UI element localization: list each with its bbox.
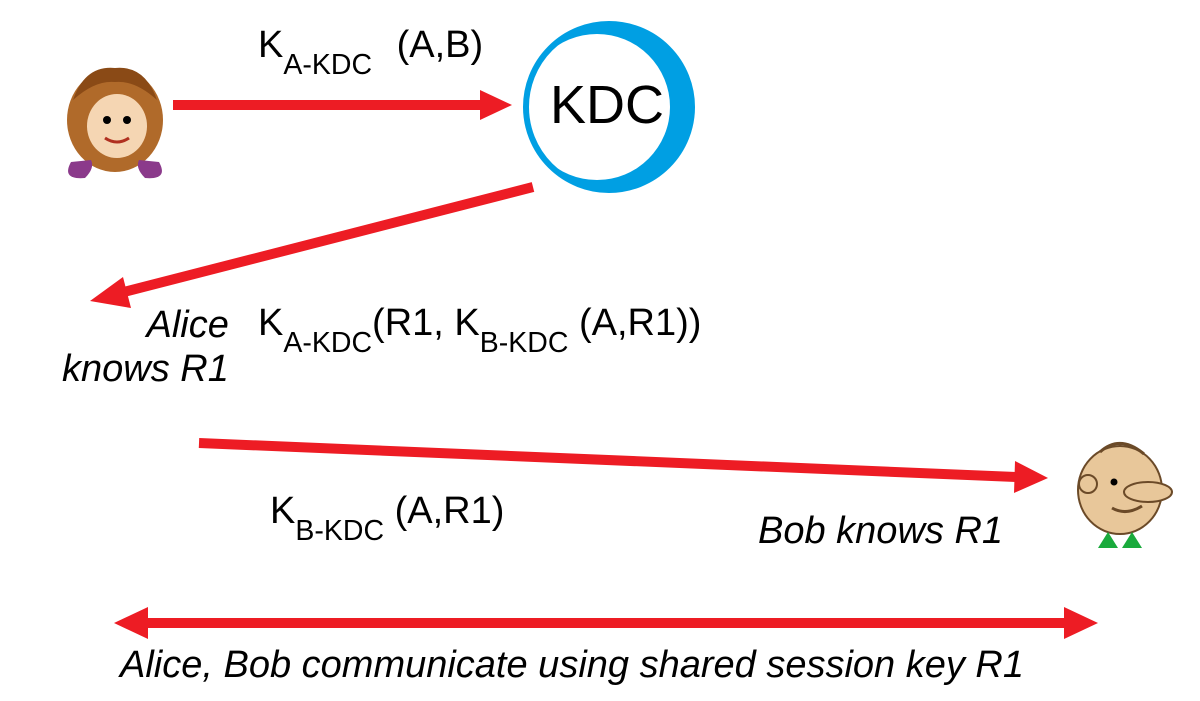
diagram-canvas: KDC KA-KDC (A,B) Alice knows R1 KA-KDC(R…	[0, 0, 1200, 701]
kdc-label: KDC	[550, 74, 664, 136]
arrow-kdc-to-alice	[90, 187, 533, 308]
arrow-alice-to-kdc	[173, 90, 512, 120]
bob-icon	[1078, 443, 1172, 548]
msg1-rest: (A,B)	[386, 24, 483, 66]
msg3-rest: (A,R1)	[384, 490, 504, 532]
msg2-rest: (A,R1))	[568, 302, 701, 344]
alice-icon	[67, 68, 163, 178]
msg3-k: K	[270, 490, 295, 532]
alice-knows-label: Alice knows R1	[62, 304, 229, 391]
msg2-label: KA-KDC(R1, KB-KDC (A,R1))	[258, 302, 701, 352]
arrow-session-key	[114, 607, 1098, 639]
msg1-label: KA-KDC (A,B)	[258, 24, 483, 74]
msg1-k: K	[258, 24, 283, 66]
msg1-sub: A-KDC	[283, 49, 372, 81]
alice-knows-l2: knows R1	[62, 348, 229, 392]
alice-knows-l1: Alice	[62, 304, 229, 348]
arrow-alice-to-bob	[199, 443, 1048, 493]
msg2-mid: (R1, K	[372, 302, 480, 344]
bottom-caption: Alice, Bob communicate using shared sess…	[120, 644, 1024, 687]
msg2-sub1: A-KDC	[283, 327, 372, 359]
msg3-sub: B-KDC	[295, 515, 384, 547]
msg3-label: KB-KDC (A,R1)	[270, 490, 504, 540]
msg2-sub2: B-KDC	[480, 327, 569, 359]
msg2-k1: K	[258, 302, 283, 344]
bob-knows-label: Bob knows R1	[758, 510, 1003, 553]
